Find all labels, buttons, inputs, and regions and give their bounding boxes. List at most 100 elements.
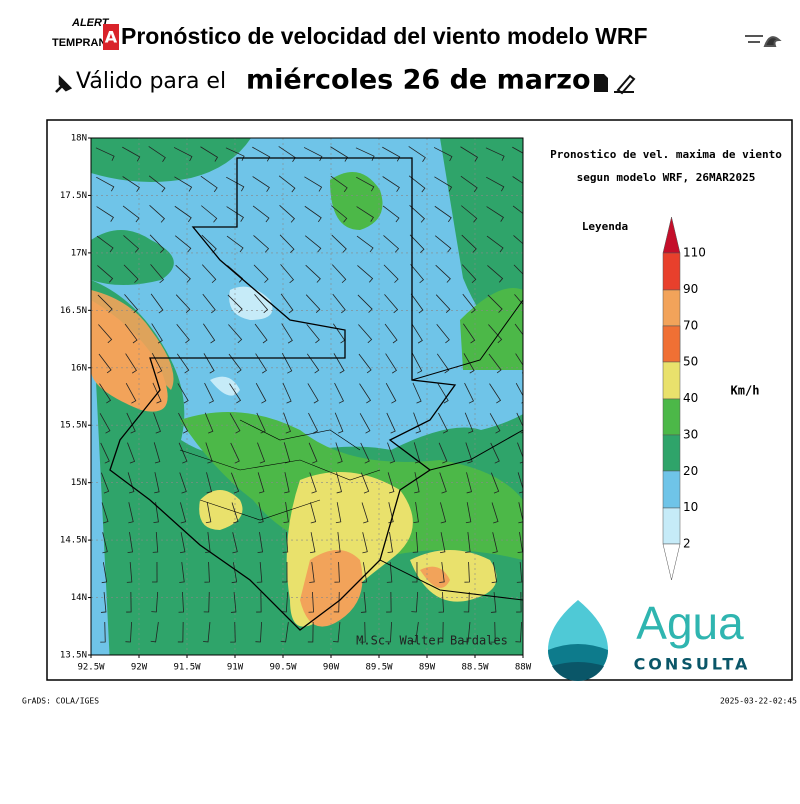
wind-barb bbox=[336, 472, 342, 494]
wind-barb bbox=[101, 562, 108, 584]
wind-barb bbox=[252, 176, 270, 192]
wind-barb bbox=[203, 622, 211, 643]
wind-barb bbox=[127, 442, 136, 464]
lon-label: 89W bbox=[419, 663, 436, 673]
wind-barb bbox=[460, 175, 478, 193]
wind-barb bbox=[304, 235, 322, 253]
wind-barb bbox=[307, 383, 319, 404]
wind-barb bbox=[383, 264, 399, 283]
wind-barb bbox=[515, 621, 522, 643]
wind-barb bbox=[305, 294, 321, 314]
wind-barb bbox=[408, 175, 426, 193]
lon-label: 91.5W bbox=[173, 663, 201, 673]
wind-barb bbox=[124, 323, 138, 344]
wind-barb bbox=[461, 234, 477, 253]
wind-barb bbox=[388, 502, 394, 524]
wind-barb bbox=[96, 176, 115, 192]
wind-barb bbox=[434, 205, 452, 223]
valid-date: miércoles 26 de marzo bbox=[246, 65, 591, 96]
wind-barb bbox=[410, 622, 419, 643]
wind-barbs bbox=[95, 146, 523, 643]
lat-label: 16.5N bbox=[60, 306, 87, 316]
wind-barb bbox=[279, 205, 296, 223]
wind-icon bbox=[745, 35, 782, 47]
wind-barb bbox=[334, 412, 344, 434]
wind-barb bbox=[307, 621, 314, 643]
wind-barb bbox=[102, 532, 108, 554]
wind-barb bbox=[151, 323, 163, 344]
wind-barb bbox=[97, 294, 113, 313]
wind-barb bbox=[356, 206, 374, 222]
wind-barb bbox=[230, 442, 240, 464]
wind-barb bbox=[333, 591, 340, 613]
lon-label: 91W bbox=[227, 663, 244, 673]
wind-barb bbox=[283, 502, 289, 524]
wind-barb bbox=[413, 502, 419, 524]
legend-level: 50 bbox=[683, 355, 698, 369]
wind-barb bbox=[228, 324, 243, 344]
wind-barb bbox=[154, 472, 160, 494]
legend-level: 30 bbox=[683, 427, 698, 441]
wind-barb bbox=[230, 592, 237, 613]
wind-barb bbox=[284, 472, 290, 494]
wind-barb bbox=[359, 383, 372, 404]
wind-barb bbox=[517, 442, 523, 464]
wind-barb bbox=[384, 323, 398, 344]
wind-barb bbox=[99, 413, 111, 434]
wind-barb bbox=[306, 353, 320, 374]
wind-barb bbox=[200, 146, 219, 162]
wind-barb bbox=[355, 147, 375, 161]
lat-label: 18N bbox=[71, 134, 87, 144]
wind-barb bbox=[362, 532, 368, 554]
wind-barb bbox=[201, 205, 218, 223]
wind-barb bbox=[517, 472, 523, 494]
lat-label: 16N bbox=[71, 363, 87, 373]
wind-barb bbox=[409, 205, 426, 223]
wind-barb bbox=[356, 235, 374, 253]
wind-barb bbox=[177, 621, 184, 643]
wind-barb bbox=[180, 502, 187, 524]
wind-barb bbox=[304, 205, 322, 223]
wind-barb bbox=[278, 175, 296, 193]
wind-barb bbox=[489, 413, 501, 434]
wind-barb bbox=[252, 205, 270, 223]
wind-barb bbox=[434, 176, 453, 192]
wind-barb bbox=[436, 353, 450, 374]
wind-barb bbox=[253, 235, 270, 253]
wind-barb bbox=[334, 382, 344, 404]
wind-barb bbox=[384, 294, 399, 314]
logo-top: ALERT bbox=[71, 17, 110, 29]
wind-barb bbox=[412, 561, 418, 583]
wind-barb bbox=[230, 621, 236, 643]
wind-barb bbox=[153, 442, 161, 464]
wind-barb bbox=[179, 532, 186, 554]
wind-barb bbox=[334, 561, 340, 583]
wind-barb bbox=[386, 412, 396, 434]
wind-barb bbox=[382, 176, 400, 192]
wind-barb bbox=[411, 323, 423, 344]
wind-barb bbox=[491, 502, 499, 524]
lat-label: 17N bbox=[71, 248, 87, 258]
wind-barb bbox=[413, 412, 421, 434]
wind-barb bbox=[333, 353, 345, 374]
wind-barb bbox=[254, 294, 269, 314]
wind-barb bbox=[439, 532, 446, 554]
wind-barb bbox=[411, 591, 419, 613]
wind-barb bbox=[439, 562, 445, 583]
wind-barb bbox=[516, 591, 522, 613]
wind-barb bbox=[435, 294, 451, 314]
wind-barb bbox=[128, 502, 134, 524]
wind-barb bbox=[153, 502, 159, 524]
wind-barb bbox=[281, 352, 293, 374]
lon-label: 90W bbox=[323, 663, 340, 673]
wind-barb bbox=[255, 621, 262, 643]
logo-bottom: TEMPRAN bbox=[52, 37, 106, 49]
brand-subtitle: CONSULTA bbox=[634, 655, 751, 674]
wind-barb bbox=[280, 293, 294, 314]
wind-barb bbox=[358, 324, 373, 344]
wind-field bbox=[91, 138, 523, 655]
wind-barb bbox=[435, 264, 451, 283]
wind-barb bbox=[150, 264, 165, 284]
wind-barb bbox=[95, 147, 115, 161]
wind-barb bbox=[331, 234, 347, 253]
